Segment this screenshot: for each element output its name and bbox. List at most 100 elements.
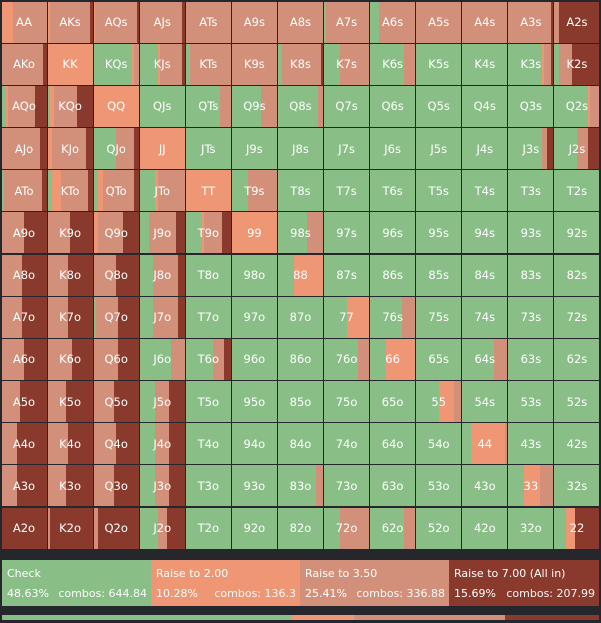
hand-cell[interactable]: Q6o (93, 338, 139, 380)
hand-cell[interactable]: KQo (47, 85, 93, 127)
hand-cell[interactable]: Q9s (231, 85, 277, 127)
hand-cell[interactable]: JJ (139, 128, 185, 169)
hand-cell[interactable]: 99 (231, 212, 277, 254)
hand-cell[interactable]: J7s (324, 128, 370, 169)
hand-cell[interactable]: K8o (47, 254, 93, 296)
hand-cell[interactable]: 87o (277, 296, 323, 338)
hand-cell[interactable]: 92s (554, 212, 600, 254)
hand-cell[interactable]: 62s (554, 338, 600, 380)
hand-cell[interactable]: QJo (93, 128, 139, 169)
hand-cell[interactable]: AJo (1, 128, 47, 169)
hand-cell[interactable]: 62o (370, 507, 416, 549)
hand-cell[interactable]: T2o (185, 507, 231, 549)
hand-cell[interactable]: AQs (93, 1, 139, 43)
hand-cell[interactable]: 82o (277, 507, 323, 549)
hand-cell[interactable]: 44 (462, 423, 508, 465)
hand-cell[interactable]: T7o (185, 296, 231, 338)
hand-cell[interactable]: JTs (185, 128, 231, 169)
hand-cell[interactable]: J9o (139, 212, 185, 254)
hand-cell[interactable]: 63o (370, 465, 416, 507)
hand-cell[interactable]: ATs (185, 1, 231, 43)
hand-cell[interactable]: K3o (47, 465, 93, 507)
action-raise-200-panel[interactable]: Raise to 2.00 10.28% combos: 136.3 (151, 560, 300, 606)
hand-cell[interactable]: AA (1, 1, 47, 43)
hand-cell[interactable]: QQ (93, 85, 139, 127)
hand-cell[interactable]: J6o (139, 338, 185, 380)
hand-cell[interactable]: Q8o (93, 254, 139, 296)
hand-cell[interactable]: K8s (277, 43, 323, 85)
hand-cell[interactable]: K5o (47, 381, 93, 423)
hand-cell[interactable]: T9o (185, 212, 231, 254)
hand-cell[interactable]: AKo (1, 43, 47, 85)
hand-cell[interactable]: A8o (1, 254, 47, 296)
hand-cell[interactable]: Q3o (93, 465, 139, 507)
hand-cell[interactable]: 96s (370, 212, 416, 254)
hand-cell[interactable]: J4o (139, 423, 185, 465)
hand-cell[interactable]: Q7o (93, 296, 139, 338)
hand-cell[interactable]: 88 (277, 254, 323, 296)
hand-cell[interactable]: T4s (462, 170, 508, 212)
hand-cell[interactable]: 84s (462, 254, 508, 296)
hand-cell[interactable]: 22 (554, 507, 600, 549)
hand-cell[interactable]: A6o (1, 338, 47, 380)
hand-cell[interactable]: 97o (231, 296, 277, 338)
hand-cell[interactable]: K2s (554, 43, 600, 85)
hand-cell[interactable]: 94s (462, 212, 508, 254)
hand-cell[interactable]: 72o (324, 507, 370, 549)
hand-cell[interactable]: K5s (416, 43, 462, 85)
hand-cell[interactable]: 76s (370, 296, 416, 338)
hand-cell[interactable]: 75o (324, 381, 370, 423)
hand-cell[interactable]: 92o (231, 507, 277, 549)
hand-cell[interactable]: 83s (508, 254, 554, 296)
hand-cell[interactable]: JTo (139, 170, 185, 212)
hand-cell[interactable]: 84o (277, 423, 323, 465)
hand-cell[interactable]: KK (47, 43, 93, 85)
hand-cell[interactable]: 65s (416, 338, 462, 380)
hand-cell[interactable]: K7s (324, 43, 370, 85)
hand-cell[interactable]: 96o (231, 338, 277, 380)
hand-cell[interactable]: 95s (416, 212, 462, 254)
hand-cell[interactable]: K3s (508, 43, 554, 85)
hand-cell[interactable]: 52s (554, 381, 600, 423)
hand-cell[interactable]: T2s (554, 170, 600, 212)
hand-cell[interactable]: T3s (508, 170, 554, 212)
hand-cell[interactable]: QTs (185, 85, 231, 127)
hand-cell[interactable]: 73o (324, 465, 370, 507)
hand-cell[interactable]: 54o (416, 423, 462, 465)
hand-cell[interactable]: K7o (47, 296, 93, 338)
hand-cell[interactable]: K2o (47, 507, 93, 549)
hand-cell[interactable]: 95o (231, 381, 277, 423)
hand-cell[interactable]: A2o (1, 507, 47, 549)
hand-cell[interactable]: Q2s (554, 85, 600, 127)
hand-cell[interactable]: Q8s (277, 85, 323, 127)
hand-cell[interactable]: A6s (370, 1, 416, 43)
hand-cell[interactable]: T6o (185, 338, 231, 380)
hand-cell[interactable]: T6s (370, 170, 416, 212)
hand-cell[interactable]: Q6s (370, 85, 416, 127)
hand-cell[interactable]: 64o (370, 423, 416, 465)
hand-cell[interactable]: J3o (139, 465, 185, 507)
hand-cell[interactable]: 74s (462, 296, 508, 338)
hand-cell[interactable]: A9o (1, 212, 47, 254)
hand-cell[interactable]: A9s (231, 1, 277, 43)
hand-cell[interactable]: 98o (231, 254, 277, 296)
hand-cell[interactable]: J7o (139, 296, 185, 338)
hand-cell[interactable]: J2s (554, 128, 600, 169)
hand-cell[interactable]: T7s (324, 170, 370, 212)
hand-cell[interactable]: AJs (139, 1, 185, 43)
hand-cell[interactable]: 98s (277, 212, 323, 254)
hand-cell[interactable]: K4o (47, 423, 93, 465)
action-raise-350-panel[interactable]: Raise to 3.50 25.41% combos: 336.88 (300, 560, 449, 606)
hand-cell[interactable]: J4s (462, 128, 508, 169)
hand-cell[interactable]: Q5s (416, 85, 462, 127)
hand-cell[interactable]: 72s (554, 296, 600, 338)
hand-cell[interactable]: T3o (185, 465, 231, 507)
hand-cell[interactable]: 77 (324, 296, 370, 338)
hand-cell[interactable]: A5s (416, 1, 462, 43)
hand-cell[interactable]: T5o (185, 381, 231, 423)
hand-cell[interactable]: 73s (508, 296, 554, 338)
hand-cell[interactable]: TT (185, 170, 231, 212)
hand-cell[interactable]: KJs (139, 43, 185, 85)
hand-cell[interactable]: 76o (324, 338, 370, 380)
hand-cell[interactable]: A4o (1, 423, 47, 465)
